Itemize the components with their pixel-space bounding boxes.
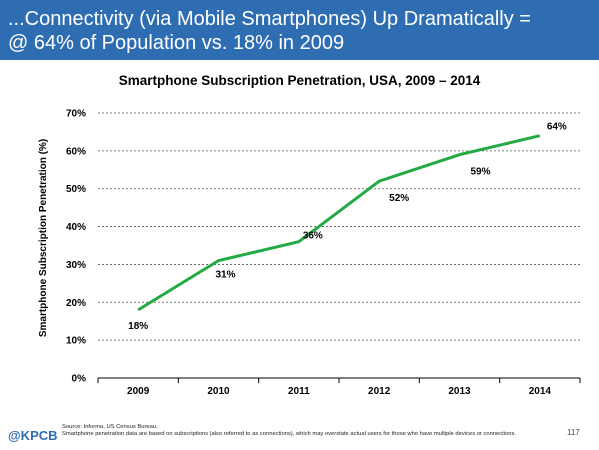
x-tick-label: 2011 (288, 386, 310, 397)
source-line-2: Smartphone penetration data are based on… (62, 431, 517, 437)
data-label: 52% (389, 193, 409, 204)
y-tick-label: 10% (66, 336, 86, 347)
slide-title-line-1: ...Connectivity (via Mobile Smartphones)… (8, 8, 531, 30)
series-line (137, 134, 541, 312)
data-label: 59% (470, 167, 490, 178)
slide-header: ...Connectivity (via Mobile Smartphones)… (0, 0, 599, 60)
y-tick-label: 30% (66, 260, 86, 271)
x-tick-label: 2012 (368, 386, 391, 397)
y-axis-label: Smartphone Subscription Penetration (%) (38, 139, 49, 337)
x-tick-label: 2013 (448, 386, 471, 397)
source-note: Source: Informa, US Census Bureau. Smart… (62, 424, 516, 438)
x-tick-label: 2010 (207, 386, 230, 397)
data-labels: 18% 31% 36% 52% 59% 64% (128, 122, 567, 332)
y-tick-label: 50% (66, 184, 86, 195)
y-tick-label: 70% (66, 109, 86, 120)
gridlines (98, 112, 580, 341)
slide-title-line-2: @ 64% of Population vs. 18% in 2009 (8, 32, 345, 54)
data-label: 64% (547, 122, 567, 133)
y-tick-label: 60% (66, 146, 86, 157)
x-axis-ticks: 2009 2010 2011 2012 2013 2014 (97, 378, 581, 397)
data-label: 18% (128, 321, 148, 332)
kpcb-logo: @KPCB (8, 428, 58, 443)
source-line-1: Source: Informa, US Census Bureau. (62, 424, 158, 430)
data-label: 31% (215, 270, 235, 281)
x-tick-label: 2014 (529, 386, 552, 397)
x-tick-label: 2009 (127, 386, 150, 397)
y-axis-ticks: 0% 10% 20% 30% 40% 50% 60% 70% (66, 109, 86, 385)
page-number: 117 (567, 428, 580, 437)
y-tick-label: 40% (66, 222, 86, 233)
y-tick-label: 0% (72, 374, 87, 385)
chart-title: Smartphone Subscription Penetration, USA… (118, 73, 481, 88)
data-label: 36% (303, 231, 323, 242)
y-tick-label: 20% (66, 298, 86, 309)
